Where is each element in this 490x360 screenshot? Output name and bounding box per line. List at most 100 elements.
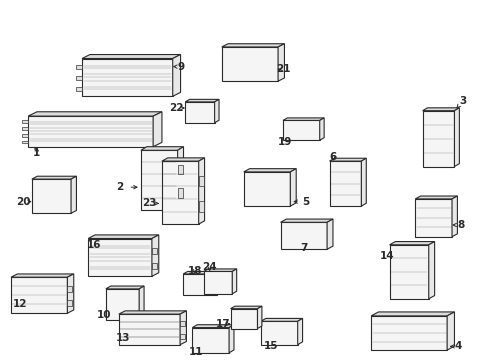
Polygon shape xyxy=(232,269,237,294)
Polygon shape xyxy=(119,311,186,314)
Polygon shape xyxy=(180,321,185,326)
Polygon shape xyxy=(215,99,219,123)
Polygon shape xyxy=(162,158,205,161)
Polygon shape xyxy=(280,219,333,222)
Polygon shape xyxy=(258,306,262,328)
Polygon shape xyxy=(327,219,333,249)
Text: 9: 9 xyxy=(178,62,185,72)
Polygon shape xyxy=(88,235,159,239)
Text: 23: 23 xyxy=(142,198,157,208)
Text: 15: 15 xyxy=(264,341,278,351)
Polygon shape xyxy=(152,248,157,253)
Polygon shape xyxy=(106,289,139,320)
Text: 2: 2 xyxy=(117,182,123,192)
Polygon shape xyxy=(278,44,284,81)
Polygon shape xyxy=(177,188,182,198)
Polygon shape xyxy=(139,286,144,320)
Polygon shape xyxy=(290,168,296,206)
Text: 14: 14 xyxy=(380,251,394,261)
Polygon shape xyxy=(229,325,234,353)
Polygon shape xyxy=(297,318,302,345)
Text: 10: 10 xyxy=(97,310,112,320)
Polygon shape xyxy=(68,274,74,313)
Polygon shape xyxy=(71,176,76,213)
Polygon shape xyxy=(199,176,204,186)
Polygon shape xyxy=(23,127,28,130)
Polygon shape xyxy=(422,108,460,111)
Polygon shape xyxy=(180,334,185,338)
Text: 24: 24 xyxy=(202,262,217,272)
Polygon shape xyxy=(230,309,258,328)
Polygon shape xyxy=(68,286,73,292)
Polygon shape xyxy=(454,108,460,166)
Text: 20: 20 xyxy=(16,197,31,207)
Polygon shape xyxy=(199,158,205,224)
Polygon shape xyxy=(11,277,68,313)
Polygon shape xyxy=(76,86,82,91)
Polygon shape xyxy=(23,120,28,123)
Polygon shape xyxy=(371,316,447,350)
Polygon shape xyxy=(192,325,234,328)
Polygon shape xyxy=(141,150,177,210)
Polygon shape xyxy=(390,245,429,299)
Text: 16: 16 xyxy=(87,240,101,250)
Polygon shape xyxy=(32,176,76,179)
Polygon shape xyxy=(204,271,232,294)
Polygon shape xyxy=(280,222,327,249)
Polygon shape xyxy=(76,76,82,80)
Polygon shape xyxy=(230,306,262,309)
Polygon shape xyxy=(371,312,454,316)
Polygon shape xyxy=(82,58,173,96)
Polygon shape xyxy=(204,269,237,271)
Polygon shape xyxy=(329,161,361,206)
Polygon shape xyxy=(76,65,82,69)
Text: 21: 21 xyxy=(276,64,291,74)
Polygon shape xyxy=(28,116,153,147)
Polygon shape xyxy=(416,199,452,237)
Text: 7: 7 xyxy=(300,243,308,253)
Polygon shape xyxy=(173,54,181,96)
Polygon shape xyxy=(28,112,162,116)
Polygon shape xyxy=(106,286,144,289)
Polygon shape xyxy=(177,147,183,210)
Polygon shape xyxy=(177,165,182,174)
Text: 13: 13 xyxy=(116,333,131,343)
Polygon shape xyxy=(319,118,324,140)
Polygon shape xyxy=(162,161,199,224)
Polygon shape xyxy=(180,311,186,345)
Polygon shape xyxy=(88,239,152,276)
Polygon shape xyxy=(221,47,278,81)
Polygon shape xyxy=(452,196,458,237)
Polygon shape xyxy=(11,274,74,277)
Text: 17: 17 xyxy=(216,319,230,329)
Polygon shape xyxy=(152,263,157,269)
Polygon shape xyxy=(23,134,28,136)
Polygon shape xyxy=(217,271,221,295)
Polygon shape xyxy=(244,168,296,172)
Polygon shape xyxy=(23,140,28,143)
Text: 22: 22 xyxy=(169,103,184,113)
Polygon shape xyxy=(390,242,435,245)
Polygon shape xyxy=(192,328,229,353)
Polygon shape xyxy=(183,271,221,274)
Polygon shape xyxy=(429,242,435,299)
Polygon shape xyxy=(152,235,159,276)
Polygon shape xyxy=(422,111,454,166)
Polygon shape xyxy=(283,120,319,140)
Text: 19: 19 xyxy=(278,137,293,147)
Polygon shape xyxy=(361,158,366,206)
Text: 8: 8 xyxy=(457,220,464,230)
Polygon shape xyxy=(153,112,162,147)
Polygon shape xyxy=(32,179,71,213)
Text: 3: 3 xyxy=(460,96,466,106)
Text: 6: 6 xyxy=(330,152,337,162)
Text: 1: 1 xyxy=(33,148,40,158)
Polygon shape xyxy=(329,158,366,161)
Text: 18: 18 xyxy=(188,266,202,276)
Polygon shape xyxy=(82,54,181,58)
Text: 4: 4 xyxy=(454,341,462,351)
Polygon shape xyxy=(68,300,73,306)
Text: 11: 11 xyxy=(189,347,203,357)
Polygon shape xyxy=(185,99,219,102)
Polygon shape xyxy=(221,44,284,47)
